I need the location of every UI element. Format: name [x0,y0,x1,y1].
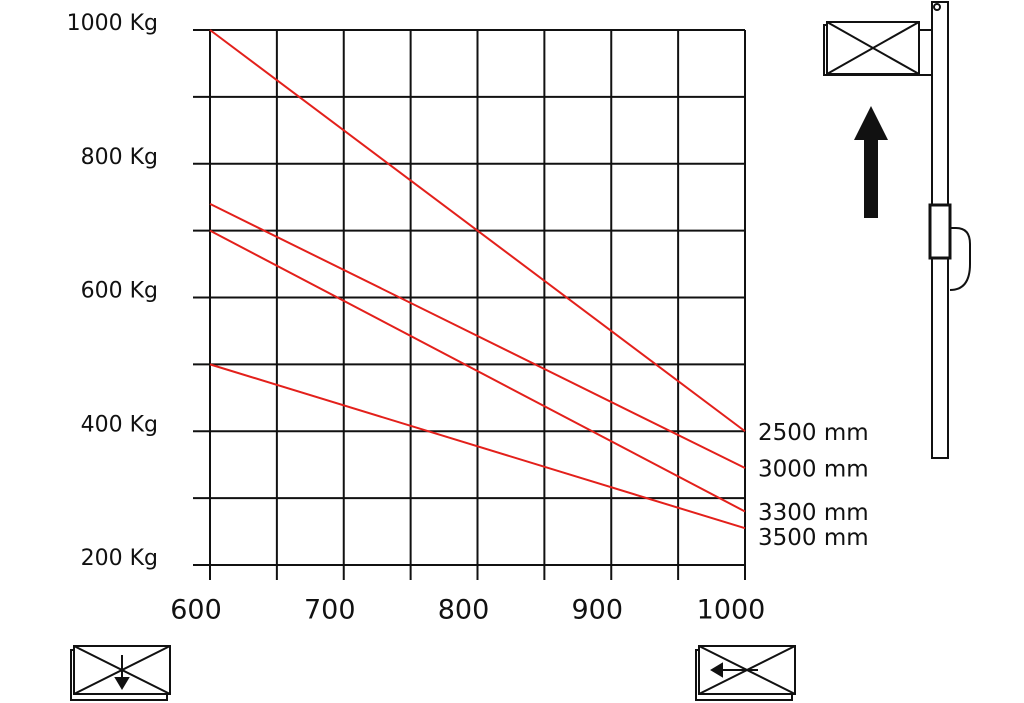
load-down-icon [70,645,171,701]
x-tick-label: 1000 [697,595,766,626]
grid [193,29,746,580]
y-tick-label: 600 Kg [81,279,158,304]
mast-icon [823,1,971,459]
series-label: 3500 mm [758,525,869,551]
x-tick-label: 900 [571,595,623,626]
x-tick-label: 800 [438,595,490,626]
load-left-icon [695,645,796,701]
series-label: 3300 mm [758,500,869,526]
series-label: 2500 mm [758,420,869,446]
series-line [209,229,746,513]
x-tick-label: 700 [304,595,356,626]
series-line [209,202,746,469]
x-tick-label: 600 [170,595,222,626]
series-line [209,29,746,433]
y-tick-label: 400 Kg [81,412,158,437]
series-line [209,363,746,530]
y-tick-label: 200 Kg [81,546,158,571]
y-tick-label: 800 Kg [81,145,158,170]
labels: 200 Kg 400 Kg 600 Kg 800 Kg 1000 Kg 600 700 800… [67,11,869,626]
lines [209,29,746,530]
series-label: 3000 mm [758,457,869,483]
y-tick-label: 1000 Kg [67,11,158,36]
